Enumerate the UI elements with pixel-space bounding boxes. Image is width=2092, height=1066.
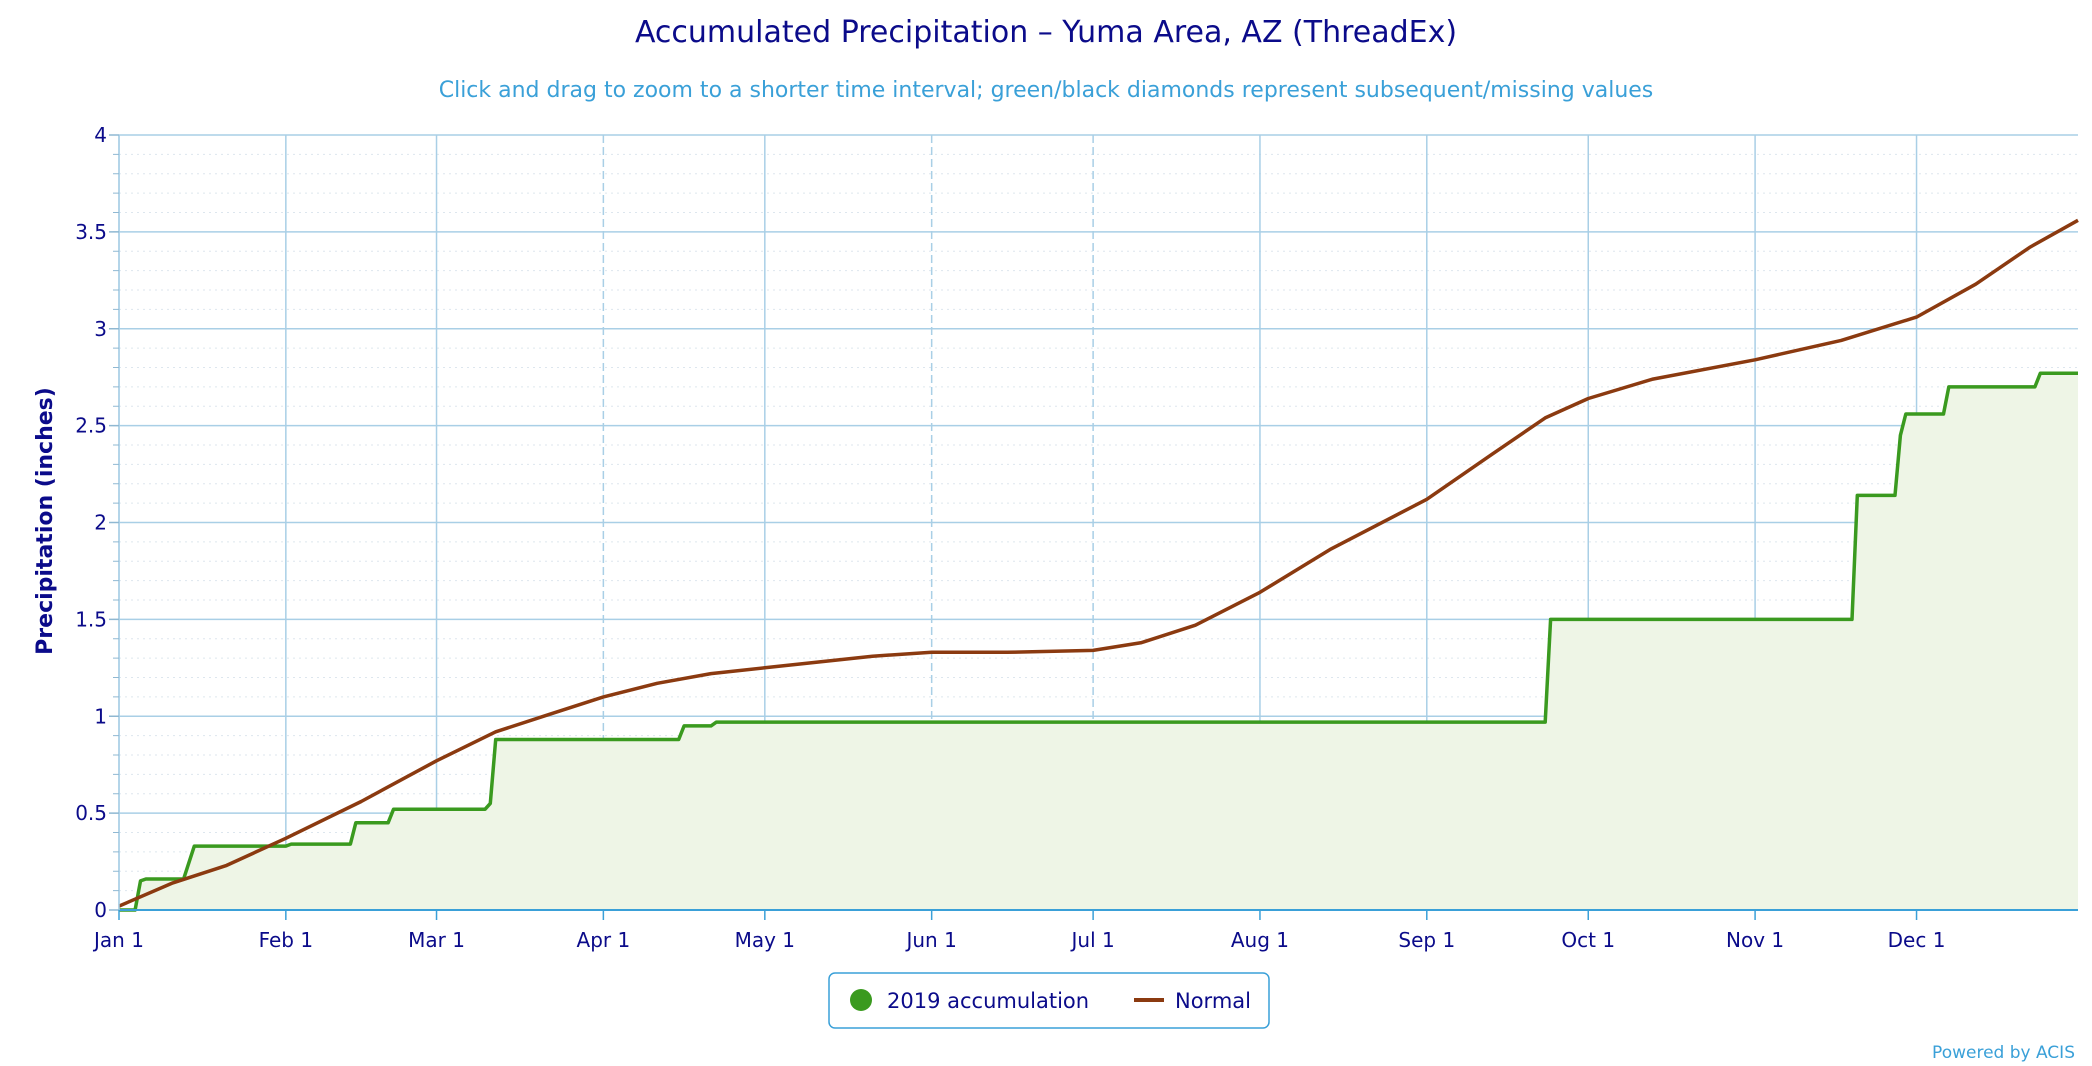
x-tick-label: Dec 1 xyxy=(1888,928,1946,952)
y-tick-label: 0 xyxy=(94,898,107,922)
legend-2019-circle-icon xyxy=(850,989,872,1011)
y-tick-label: 2 xyxy=(94,511,107,535)
x-tick-label: Nov 1 xyxy=(1726,928,1784,952)
series-layer xyxy=(118,218,2079,912)
x-tick-label: Apr 1 xyxy=(577,928,631,952)
axes: 0 0.5 1 1.5 2 2.5 3 3.5 4 Jan 1 Feb 1 Mar 1 Apr 1 May… xyxy=(75,123,2078,952)
x-tick-label: Feb 1 xyxy=(259,928,314,952)
x-tick-label: Jul 1 xyxy=(1070,928,1115,952)
x-tick-label: Sep 1 xyxy=(1398,928,1455,952)
y-tick-label: 2.5 xyxy=(75,414,107,438)
y-tick-label: 3.5 xyxy=(75,220,107,244)
legend-normal-label: Normal xyxy=(1175,989,1251,1013)
legend: 2019 accumulation Normal xyxy=(828,972,1270,1029)
legend-item-2019[interactable]: 2019 accumulation xyxy=(850,989,1089,1013)
chart-title: Accumulated Precipitation – Yuma Area, A… xyxy=(635,15,1457,50)
legend-box xyxy=(828,972,1270,1029)
x-tick-label: Jun 1 xyxy=(904,928,956,952)
y-tick-label: 3 xyxy=(94,317,107,341)
credit-link[interactable]: Powered by ACIS xyxy=(1932,1043,2075,1063)
y-tick-label: 0.5 xyxy=(75,801,107,825)
series-2019-line[interactable] xyxy=(119,371,2078,912)
chart-subtitle: Click and drag to zoom to a shorter time… xyxy=(439,78,1654,103)
x-tick-label: Aug 1 xyxy=(1231,928,1289,952)
y-tick-label: 1.5 xyxy=(75,607,107,631)
legend-item-normal[interactable]: Normal xyxy=(1134,989,1251,1013)
y-tick-label: 4 xyxy=(94,123,107,147)
x-tick-label: May 1 xyxy=(735,928,795,952)
legend-2019-label: 2019 accumulation xyxy=(887,989,1089,1013)
x-tick-label: Mar 1 xyxy=(408,928,465,952)
x-tick-label: Oct 1 xyxy=(1561,928,1615,952)
y-tick-label: 1 xyxy=(94,704,107,728)
series-normal-line[interactable] xyxy=(118,218,2079,908)
y-axis-label: Precipitation (inches) xyxy=(33,387,58,655)
series-2019-area xyxy=(119,373,2078,910)
x-tick-label: Jan 1 xyxy=(92,928,144,952)
